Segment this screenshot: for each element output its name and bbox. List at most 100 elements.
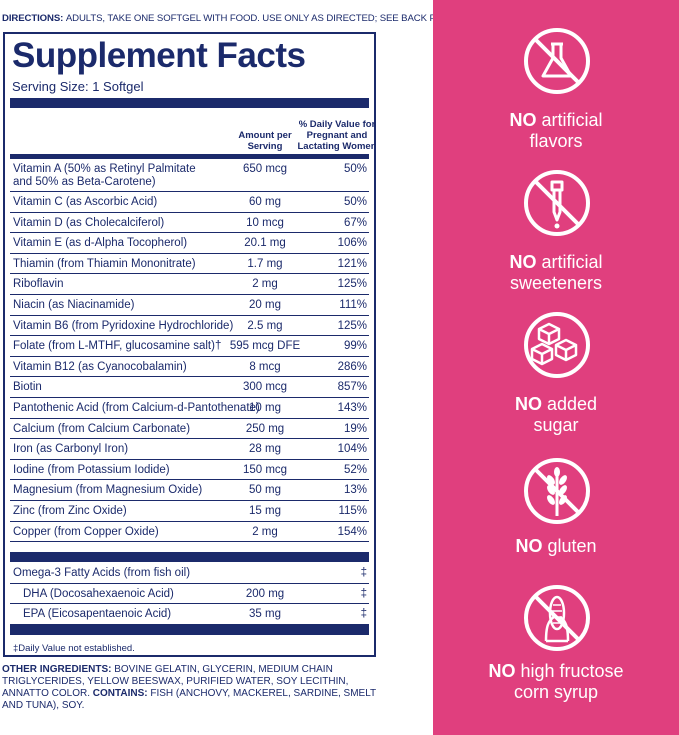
omega-row: EPA (Eicosapentaenoic Acid) 35 mg ‡ [10,604,369,625]
nutrient-amount: 28 mg [249,443,281,456]
nutrient-row: Iodine (from Potassium Iodide) 150 mcg 52% [10,460,369,481]
nutrient-row: Pantothenic Acid (from Calcium-d-Pantoth… [10,398,369,419]
nutrient-name: Magnesium (from Magnesium Oxide) [13,484,203,497]
ingredients-body: BOVINE GELATIN, GLYCERIN, MEDIUM CHAIN T… [2,664,349,699]
nutrient-amount: 2 mg [252,278,278,291]
nutrient-amount: 60 mg [249,196,281,208]
nutrient-name: Vitamin C (as Ascorbic Acid) [13,196,158,208]
directions-lead: DIRECTIONS: [2,13,64,24]
nutrient-amount: 595 mcg DFE [229,340,301,353]
nutrient-daily-value: 115% [338,505,367,517]
ingredients-lead: OTHER INGREDIENTS: [2,664,112,675]
nutrient-name: Thiamin (from Thiamin Mononitrate) [13,257,196,270]
nutrient-row: Biotin 300 mcg 857% [10,377,369,398]
nutrient-row: Vitamin D (as Cholecalciferol) 10 mcg 67% [10,213,369,234]
flask-crossed-icon [524,28,590,94]
nutrient-amount: 8 mcg [249,360,281,373]
omega-amount: 200 mg [245,587,285,600]
nutrient-daily-value: 67% [343,216,367,229]
nutrient-name: Copper (from Copper Oxide) [13,525,159,538]
dropper-crossed-icon [524,170,590,236]
footnote: ‡Daily Value not established. [13,643,135,654]
nutrient-name: Vitamin A (50% as Retinyl Palmitate and … [13,163,196,188]
nutrient-daily-value: 19% [343,422,367,435]
supplement-facts-panel: Supplement Facts Serving Size: 1 Softgel… [3,32,377,657]
sugar-cubes-icon [524,312,590,378]
nutrient-amount: 20 mg [249,299,281,311]
omega-name: Omega-3 Fatty Acids (from fish oil) [13,567,191,579]
nutrient-name: Zinc (from Zinc Oxide) [13,505,127,517]
omega-daily-value: ‡ [360,608,367,621]
nutrient-amount: 1.7 mg [247,257,283,270]
nutrient-amount: 300 mcg [242,381,288,394]
nutrient-name: Pantothenic Acid (from Calcium-d-Pantoth… [13,402,260,414]
nutrient-row: Thiamin (from Thiamin Mononitrate) 1.7 mg… [10,254,369,275]
omega-name: EPA (Eicosapentaenoic Acid) [23,608,172,621]
nutrient-row: Folate (from L-MTHF, glucosamine salt)† 5… [10,336,369,357]
nutrient-row: Zinc (from Zinc Oxide) 15 mg 115% [10,501,369,522]
claim-label: NO artificial sweeteners [509,252,603,293]
directions-text: DIRECTIONS: ADULTS, TAKE ONE SOFTGEL WIT… [2,13,462,24]
nutrient-daily-value: 99% [343,340,367,353]
nutrient-name: Vitamin B12 (as Cyanocobalamin) [13,360,187,373]
supplement-label: DIRECTIONS: ADULTS, TAKE ONE SOFTGEL WIT… [2,13,462,712]
nutrient-daily-value: 50% [343,163,367,175]
claims-panel: NO artificial flavors NO artificial sweete… [433,0,679,735]
header-divider [10,154,369,159]
nutrient-amount: 10 mg [249,402,281,414]
omega-row: DHA (Docosahexaenoic Acid) 200 mg ‡ [10,584,369,605]
contains-lead: CONTAINS: [92,688,148,699]
omega-daily-value: ‡ [360,567,367,579]
nutrient-amount: 50 mg [249,484,281,497]
nutrient-row: Calcium (from Calcium Carbonate) 250 mg 19… [10,419,369,440]
nutrient-name: Iron (as Carbonyl Iron) [13,443,129,456]
wheat-crossed-icon [524,458,590,524]
thick-divider-3 [10,625,369,635]
nutrient-row: Niacin (as Niacinamide) 20 mg 111% [10,295,369,316]
omega-name: DHA (Docosahexaenoic Acid) [23,587,174,600]
nutrient-row: Vitamin C (as Ascorbic Acid) 60 mg 50% [10,192,369,213]
nutrient-daily-value: 52% [343,463,367,476]
nutrient-daily-value: 106% [337,237,367,250]
nutrient-name: Folate (from L-MTHF, glucosamine salt)† [13,340,222,353]
nutrient-amount: 150 mcg [242,463,288,476]
nutrient-name: Vitamin E (as d-Alpha Tocopherol) [13,237,188,250]
claim-label: NO artificial flavors [509,110,603,151]
panel-title: Supplement Facts [12,36,306,75]
nutrient-name: Niacin (as Niacinamide) [13,299,135,311]
contains-body: FISH (ANCHOVY, MACKEREL, SARDINE, SMELT … [2,688,376,711]
nutrient-daily-value: 111% [339,299,367,311]
nutrient-row: Magnesium (from Magnesium Oxide) 50 mg 13% [10,480,369,501]
nutrient-row: Vitamin B6 (from Pyridoxine Hydrochlorid… [10,316,369,337]
directions-body: ADULTS, TAKE ONE SOFTGEL WITH FOOD. USE … [65,13,463,24]
nutrient-daily-value: 104% [337,443,367,456]
nutrient-daily-value: 121% [337,257,367,270]
nutrient-name: Riboflavin [13,278,64,291]
thick-divider-2 [10,552,369,562]
nutrient-name: Vitamin D (as Cholecalciferol) [13,216,165,229]
nutrient-row: Vitamin E (as d-Alpha Tocopherol) 20.1 mg… [10,233,369,254]
nutrient-daily-value: 286% [337,360,367,373]
nutrient-row: Riboflavin 2 mg 125% [10,274,369,295]
nutrient-daily-value: 857% [337,381,367,394]
nutrient-amount: 650 mcg [242,163,288,175]
omega-row: Omega-3 Fatty Acids (from fish oil) ‡ [10,563,369,584]
header-daily-value: % Daily Value for Pregnant and Lactating… [297,119,377,152]
nutrient-amount: 10 mcg [246,216,284,229]
other-ingredients: OTHER INGREDIENTS: BOVINE GELATIN, GLYCE… [2,664,382,712]
claim-label: NO gluten [515,536,597,556]
thick-divider [10,98,369,108]
claim-label: NO high fructose corn syrup [488,661,624,702]
nutrient-row: Iron (as Carbonyl Iron) 28 mg 104% [10,439,369,460]
nutrient-row: Vitamin B12 (as Cyanocobalamin) 8 mcg 286% [10,357,369,378]
nutrient-daily-value: 143% [337,402,367,414]
nutrient-daily-value: 154% [337,525,367,538]
nutrient-name: Iodine (from Potassium Iodide) [13,463,170,476]
nutrient-name: Biotin [13,381,42,394]
nutrient-daily-value: 50% [343,196,367,208]
header-amount: Amount per Serving [238,130,292,152]
nutrient-daily-value: 125% [337,278,367,291]
nutrient-amount: 20.1 mg [244,237,286,250]
claim-label: NO added sugar [514,394,598,435]
nutrient-name: Calcium (from Calcium Carbonate) [13,422,191,435]
